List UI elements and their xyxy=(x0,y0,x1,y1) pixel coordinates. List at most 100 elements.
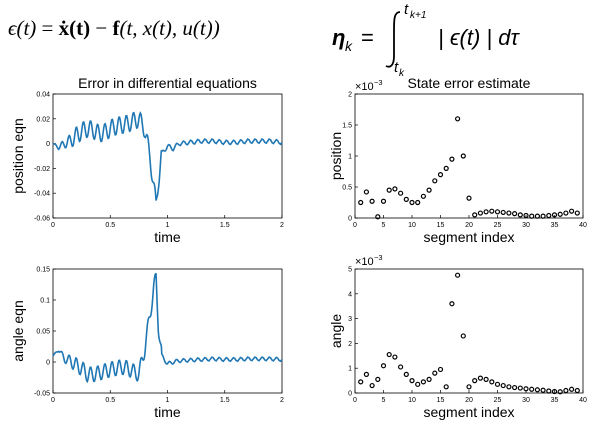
chart2-point xyxy=(477,210,483,216)
chart3-y-tick-label: -0.05 xyxy=(34,391,50,398)
chart2-x-tick-label: 30 xyxy=(522,222,530,229)
chart2-multiplier-exponent: −3 xyxy=(374,78,383,87)
chart3-x-tick-label: 1.5 xyxy=(220,397,230,404)
chart4-point xyxy=(529,386,535,392)
chart2-point xyxy=(563,210,569,216)
chart4-plot-frame xyxy=(354,268,584,394)
chart2-x-tick-label: 0 xyxy=(353,222,357,229)
chart1-y-tick-label: 0.02 xyxy=(36,116,50,123)
chart4-point xyxy=(398,364,404,370)
chart4-x-tick-label: 20 xyxy=(465,397,473,404)
chart2-point xyxy=(494,209,501,215)
chart4-point xyxy=(369,382,375,389)
chart4-point xyxy=(534,387,541,393)
chart4-point xyxy=(420,379,426,385)
chart2-y-tick-label: 1 xyxy=(348,154,352,161)
chart2-point xyxy=(363,189,369,195)
chart4-point xyxy=(483,376,489,382)
chart3-y-label: angle eqn xyxy=(10,300,26,362)
residual-xdot: ẋ(t) xyxy=(58,16,91,40)
chart2-point xyxy=(426,187,432,193)
chart4-point xyxy=(437,366,444,373)
chart2-multiplier: ×10 xyxy=(355,81,374,93)
chart4-point xyxy=(489,379,495,385)
chart4-point xyxy=(386,351,392,358)
chart2-plot-frame xyxy=(354,93,584,219)
chart1-y-tick-label: -0.06 xyxy=(34,216,50,223)
chart3-y-tick-label: 0 xyxy=(46,360,50,367)
chart4-point xyxy=(363,371,369,377)
chart2-x-tick-label: 10 xyxy=(408,222,416,229)
integrand: | ϵ(t) | dτ xyxy=(438,25,520,50)
chart1-y-tick-label: -0.04 xyxy=(34,191,50,198)
chart4-point xyxy=(568,386,575,392)
chart4-point xyxy=(380,363,387,369)
chart4-point xyxy=(563,387,569,394)
chart2-x-tick-label: 35 xyxy=(551,222,559,229)
chart2-point xyxy=(437,172,444,178)
chart2-point xyxy=(517,212,523,218)
residual-args: (t, x(t), u(t)) xyxy=(119,16,220,40)
residual-lhs: ϵ(t) xyxy=(8,16,37,40)
chart1-y-label: position eqn xyxy=(10,118,26,194)
chart2-point xyxy=(466,195,472,201)
chart2-point xyxy=(534,213,541,219)
chart2-point xyxy=(392,186,398,192)
chart4-x-tick-label: 5 xyxy=(382,397,386,404)
chart4-x-label: segment index xyxy=(423,404,514,420)
residual-minus: − xyxy=(95,16,108,40)
chart2-point xyxy=(415,199,421,206)
chart4-y-tick-label: 1 xyxy=(348,366,352,373)
chart4-point xyxy=(494,381,501,387)
chart2-point xyxy=(529,213,535,219)
chart2-point xyxy=(455,116,461,122)
chart4-x-tick-label: 10 xyxy=(408,397,416,404)
chart2-point xyxy=(546,212,552,219)
chart2-y-tick-label: 2 xyxy=(348,92,352,99)
chart2-title: State error estimate xyxy=(408,75,531,91)
chart2-y-label: position xyxy=(328,132,344,180)
chart3-x-tick-label: 2 xyxy=(280,397,284,404)
chart2-point xyxy=(574,210,580,216)
chart4-point xyxy=(500,382,506,389)
chart2-point xyxy=(403,196,409,202)
chart2-point xyxy=(409,199,415,206)
chart3-x-tick-label: 1 xyxy=(166,397,170,404)
chart4-point xyxy=(432,370,438,376)
chart2-point xyxy=(489,208,495,214)
chart3-y-tick-label: 0.05 xyxy=(36,329,50,336)
chart2-y-tick-label: 0.5 xyxy=(342,185,352,192)
chart4-point xyxy=(443,384,449,390)
integral-upper-sub: k+1 xyxy=(410,10,426,21)
eta-equation: η k = t k+1 t k | ϵ(t) | dτ xyxy=(328,0,558,79)
chart2-point xyxy=(511,211,518,217)
chart4-point xyxy=(517,385,523,391)
chart4-point xyxy=(392,354,398,360)
chart4-point xyxy=(472,378,478,384)
chart2-point xyxy=(420,193,426,199)
chart2-point xyxy=(380,198,387,204)
chart4-multiplier: ×10 xyxy=(355,256,374,268)
chart4-y-tick-label: 5 xyxy=(348,267,352,274)
chart2-x-tick-label: 40 xyxy=(579,222,587,229)
chart1-series-line xyxy=(52,111,283,201)
chart1-x-tick-label: 1 xyxy=(166,222,170,229)
eta-equals: = xyxy=(361,25,374,50)
chart4-x-tick-label: 30 xyxy=(522,397,530,404)
chart3-x-tick-label: 0 xyxy=(51,397,55,404)
chart3-series-line xyxy=(52,272,283,384)
chart2-x-tick-label: 25 xyxy=(494,222,502,229)
chart4-point xyxy=(460,333,466,339)
eta-equation-svg: η k = t k+1 t k | ϵ(t) | dτ xyxy=(332,1,520,79)
integral-lower-limit: t xyxy=(394,59,399,76)
chart4-point xyxy=(358,379,364,385)
chart4-y-tick-label: 0 xyxy=(348,391,352,398)
integral-upper-limit: t xyxy=(404,1,409,18)
chart3-y-tick-label: 0.1 xyxy=(40,298,50,305)
chart2-point xyxy=(375,214,381,220)
chart2-point xyxy=(432,178,438,184)
chart1-plot-frame xyxy=(52,93,283,219)
residual-f: f xyxy=(112,16,120,40)
chart1-title: Error in differential equations xyxy=(78,75,257,91)
